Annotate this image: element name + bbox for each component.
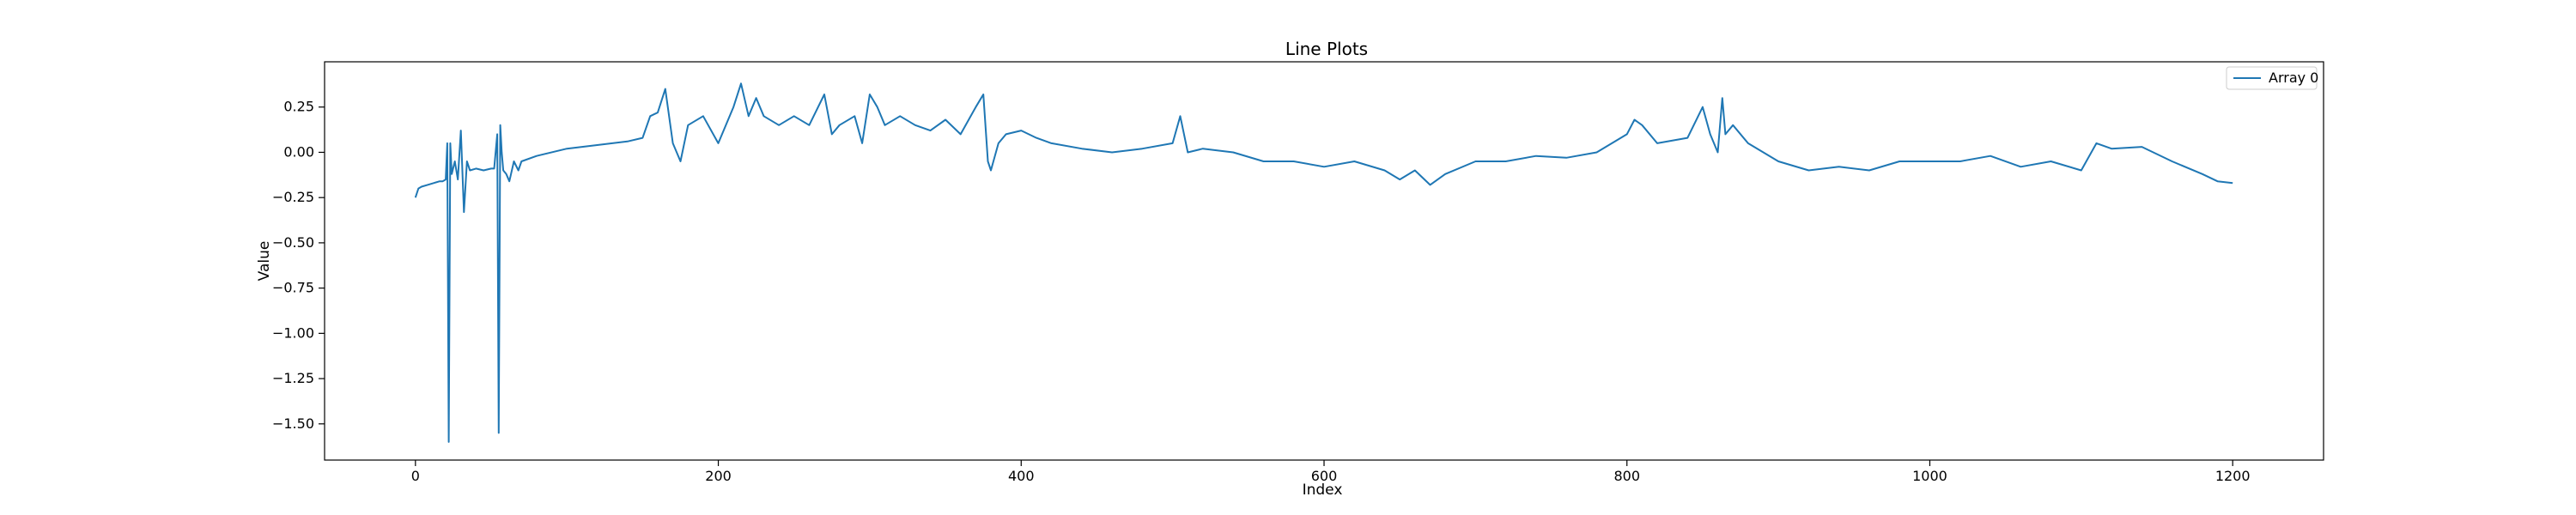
x-tick-label: 600 (1311, 468, 1338, 484)
x-tick-label: 400 (1008, 468, 1035, 484)
y-tick-label: −1.50 (272, 415, 314, 432)
legend-label: Array 0 (2269, 70, 2318, 86)
y-tick-label: −0.50 (272, 234, 314, 251)
y-axis-label: Value (256, 241, 273, 282)
x-tick-label: 200 (705, 468, 732, 484)
chart-title: Line Plots (1285, 39, 1368, 59)
y-axis: 0.25 0.00 −0.25 −0.50 −0.75 −1.00 −1.25 −1.50 (272, 99, 325, 432)
y-tick-label: −1.25 (272, 370, 314, 386)
y-tick-label: 0.00 (283, 143, 314, 160)
series-layer (414, 82, 2233, 443)
x-tick-label: 1000 (1912, 468, 1947, 484)
series-line-0 (414, 82, 2233, 443)
x-tick-label: 0 (411, 468, 420, 484)
y-tick-label: −0.75 (272, 280, 314, 296)
x-axis: 0 200 400 600 800 1000 1200 (411, 460, 2251, 484)
x-tick-label: 1200 (2215, 468, 2251, 484)
x-axis-label: Index (1303, 482, 1343, 499)
y-tick-label: 0.25 (283, 99, 314, 115)
legend: Array 0 (2226, 66, 2318, 90)
y-tick-label: −0.25 (272, 189, 314, 205)
x-tick-label: 800 (1613, 468, 1640, 484)
y-tick-label: −1.00 (272, 324, 314, 341)
legend-box (2226, 66, 2318, 90)
